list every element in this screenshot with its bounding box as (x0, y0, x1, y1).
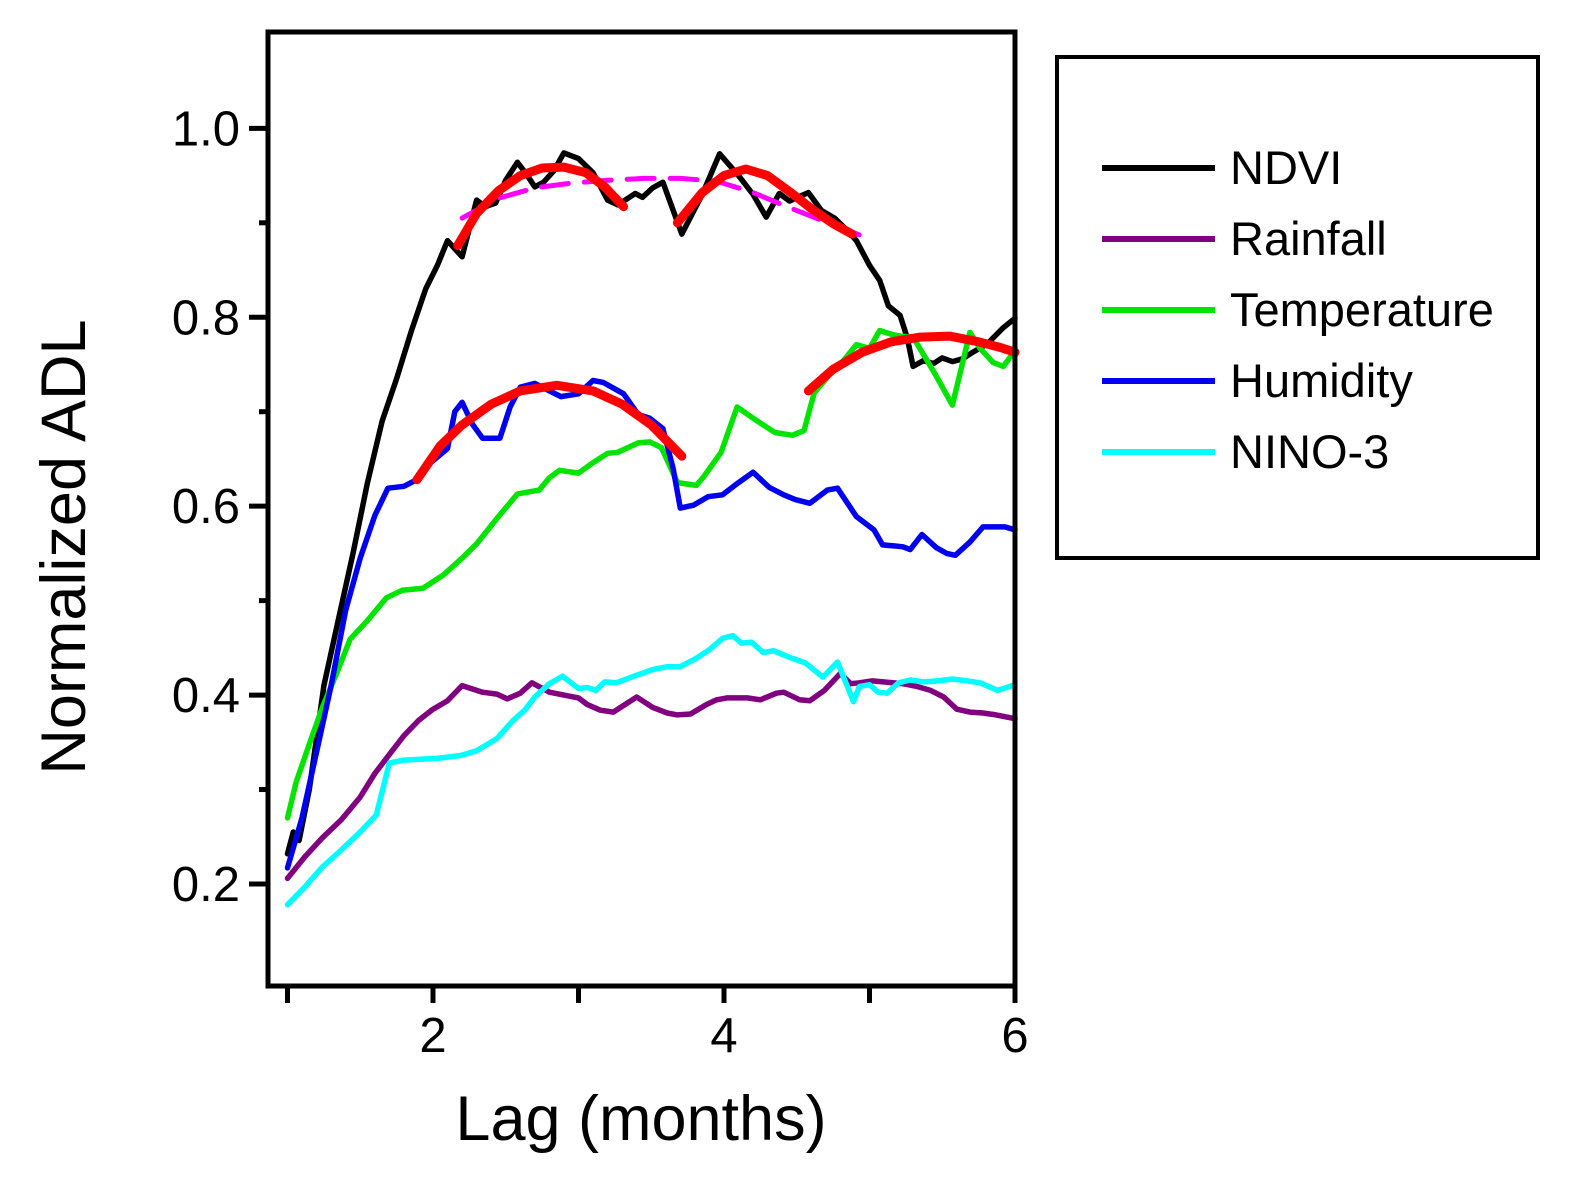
x-tick-label: 6 (1001, 1009, 1028, 1063)
y-tick-label: 0.8 (172, 291, 240, 345)
legend-item-nino3: NINO-3 (1059, 416, 1536, 487)
legend-label-humidity: Humidity (1230, 354, 1413, 407)
legend-swatch-ndvi (1102, 164, 1215, 171)
legend-box: NDVI Rainfall Temperature Humidity NINO-… (1055, 55, 1540, 560)
legend-label-ndvi: NDVI (1230, 141, 1343, 194)
x-tick-label: 2 (419, 1009, 446, 1063)
series-Humidity (284, 377, 1018, 871)
legend-label-nino3: NINO-3 (1230, 425, 1390, 478)
series-fit-humidity (412, 380, 687, 485)
series-Rainfall (284, 670, 1018, 882)
x-axis-title: Lag (months) (455, 1084, 827, 1154)
series-envelope-ndvi (459, 175, 872, 242)
legend-label-temperature: Temperature (1230, 283, 1494, 336)
legend-swatch-nino3 (1102, 448, 1215, 455)
legend-swatch-humidity (1102, 377, 1215, 384)
y-tick-label: 0.6 (172, 480, 240, 534)
series-fit-ndvi-2 (672, 164, 857, 239)
legend-label-rainfall: Rainfall (1230, 212, 1387, 265)
legend-swatch-temperature (1102, 306, 1215, 313)
legend-swatch-rainfall (1102, 235, 1215, 242)
x-tick-label: 4 (710, 1009, 737, 1063)
legend-item-ndvi: NDVI (1059, 132, 1536, 203)
y-tick-label: 0.2 (172, 858, 240, 912)
legend-item-temperature: Temperature (1059, 274, 1536, 345)
plot-border (265, 29, 1018, 989)
series-NINO-3 (284, 632, 1018, 908)
series-fit-ndvi-1 (453, 162, 629, 250)
series-fit-temperature (803, 331, 1020, 396)
series-Temperature (284, 327, 1018, 821)
y-tick-label: 1.0 (172, 102, 240, 156)
legend-item-humidity: Humidity (1059, 345, 1536, 416)
legend-item-rainfall: Rainfall (1059, 203, 1536, 274)
y-tick-label: 0.4 (172, 669, 240, 723)
y-axis-title: Normalized ADL (29, 319, 99, 775)
